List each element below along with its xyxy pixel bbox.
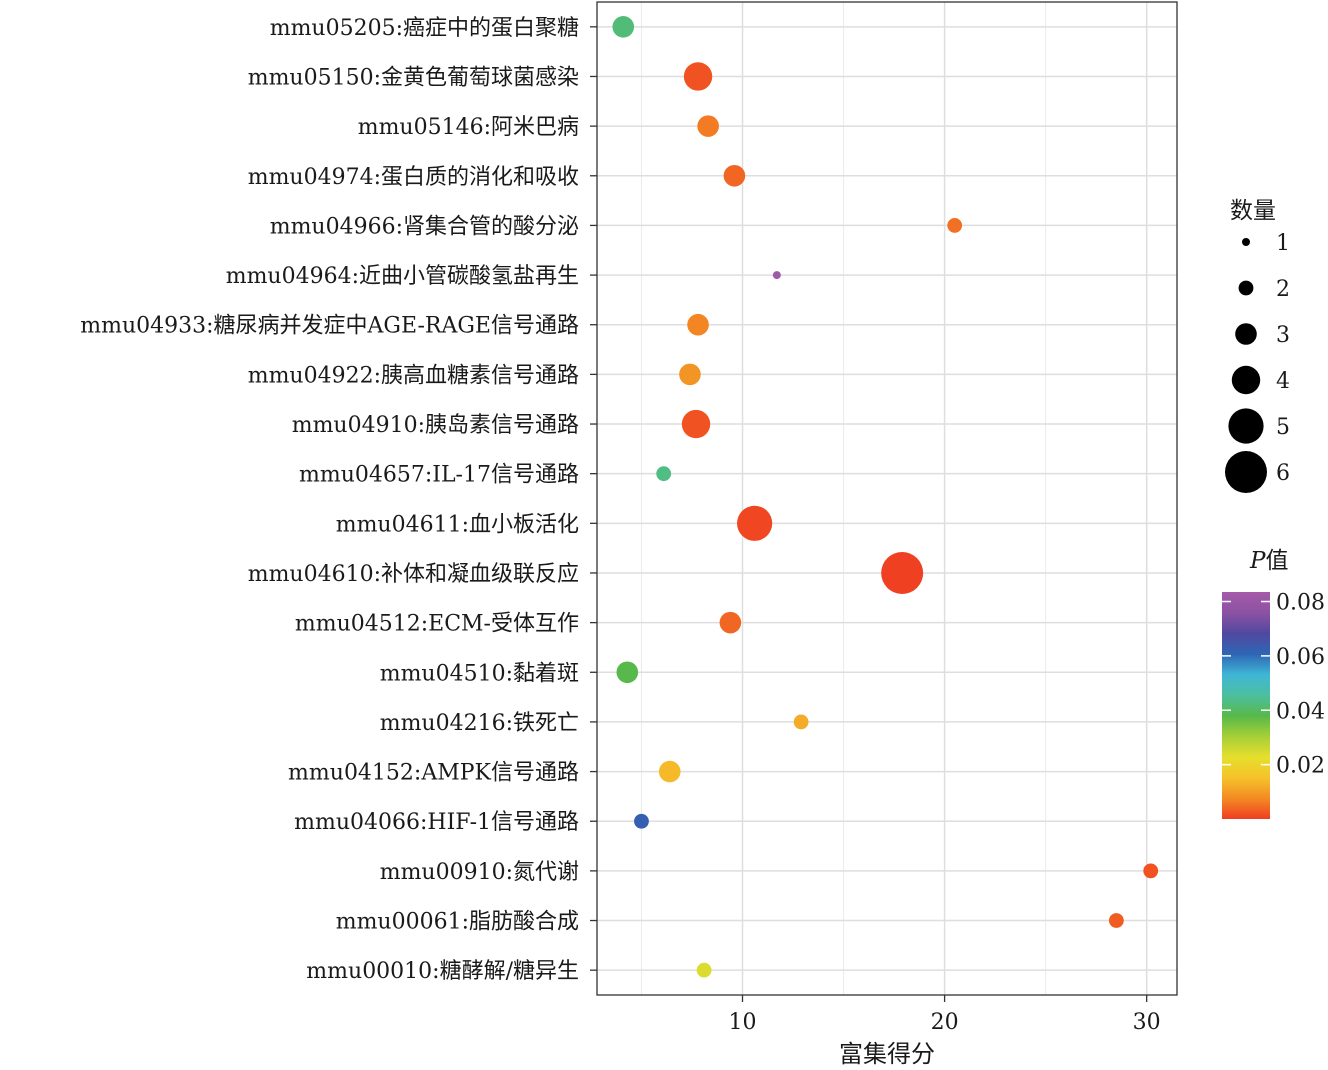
data-point [681,409,711,439]
data-point [612,16,635,38]
size-legend-key [1235,323,1257,345]
y-axis-label: mmu04964:近曲小管碳酸氢盐再生 [226,264,579,289]
data-points [612,16,1159,978]
data-point [881,551,924,594]
colorbar-tick-label: 0.06 [1276,645,1325,670]
data-point [793,714,809,730]
data-point [683,62,713,91]
data-point [723,164,746,187]
y-axis-label: mmu04152:AMPK信号通路 [288,761,579,786]
size-legend-label: 1 [1276,231,1290,256]
colorbar-tick-label: 0.08 [1276,591,1325,616]
y-axis-label: mmu04657:IL-17信号通路 [299,463,579,488]
y-axis-label: mmu04611:血小板活化 [336,512,579,537]
y-axis-label: mmu04910:胰岛素信号通路 [292,413,579,438]
size-legend-key [1242,238,1250,246]
data-point [1143,863,1159,879]
y-axis-label: mmu04974:蛋白质的消化和吸收 [248,165,579,190]
x-tick-label: 10 [729,1010,757,1035]
y-axis-label: mmu04610:补体和凝血级联反应 [248,562,579,587]
data-point [616,661,639,684]
data-point [696,962,712,978]
y-axis-label: mmu00910:氮代谢 [380,860,579,885]
data-point [687,313,709,336]
size-legend: 数量 1 2 3 4 5 6 [1225,198,1290,493]
size-legend-label: 4 [1276,369,1290,394]
y-axis-label: mmu04216:铁死亡 [380,711,579,736]
p-value-legend-title: P值 [1249,548,1288,574]
size-legend-label: 3 [1276,323,1290,348]
size-legend-key [1225,451,1267,493]
data-point [656,466,672,482]
p-value-legend: P值 0.02 0.04 0.06 0.08 [1222,548,1325,819]
size-legend-key [1228,408,1264,444]
data-point [947,218,963,233]
size-legend-label: 2 [1276,277,1290,302]
size-legend-key [1238,280,1254,296]
x-tick-label: 20 [931,1010,959,1035]
data-point [737,505,773,541]
p-value-legend-title-suffix: 值 [1265,548,1288,574]
y-axis-label: mmu04933:糖尿病并发症中AGE-RAGE信号通路 [80,314,579,339]
size-legend-key [1231,365,1261,395]
y-axis-label: mmu00010:糖酵解/糖异生 [306,959,579,984]
y-axis-label: mmu04066:HIF-1信号通路 [294,810,579,835]
y-axis-label: mmu05150:金黄色葡萄球菌感染 [248,65,579,90]
y-axis-label: mmu04512:ECM-受体互作 [295,612,579,637]
data-point [772,271,781,280]
x-axis-title: 富集得分 [839,1040,935,1068]
y-axis-label: mmu04510:黏着斑 [380,661,579,686]
y-axis-label: mmu04922:胰高血糖素信号通路 [248,363,579,388]
size-legend-title: 数量 [1230,198,1276,224]
x-axis-ticks: 10 20 30 [729,995,1161,1035]
y-axis-labels: mmu05205:癌症中的蛋白聚糖 mmu05150:金黄色葡萄球菌感染 mmu05… [80,16,597,984]
p-value-legend-title-symbol: P [1249,548,1266,574]
y-axis-label: mmu05205:癌症中的蛋白聚糖 [270,16,579,41]
data-point [634,813,649,829]
plot-panel-border [596,1,1178,996]
size-legend-label: 6 [1276,461,1290,486]
y-axis-label: mmu04966:肾集合管的酸分泌 [270,214,579,239]
data-point [719,611,742,634]
colorbar-tick-label: 0.02 [1276,754,1325,779]
y-axis-label: mmu00061:脂肪酸合成 [336,910,579,935]
size-legend-label: 5 [1276,415,1290,440]
x-tick-label: 30 [1133,1010,1161,1035]
data-point [679,363,701,386]
data-point [1108,913,1124,928]
colorbar-tick-label: 0.04 [1276,699,1325,724]
data-point [658,760,681,783]
data-point [697,115,719,137]
p-value-colorbar [1222,592,1270,819]
y-axis-label: mmu05146:阿米巴病 [358,115,579,140]
